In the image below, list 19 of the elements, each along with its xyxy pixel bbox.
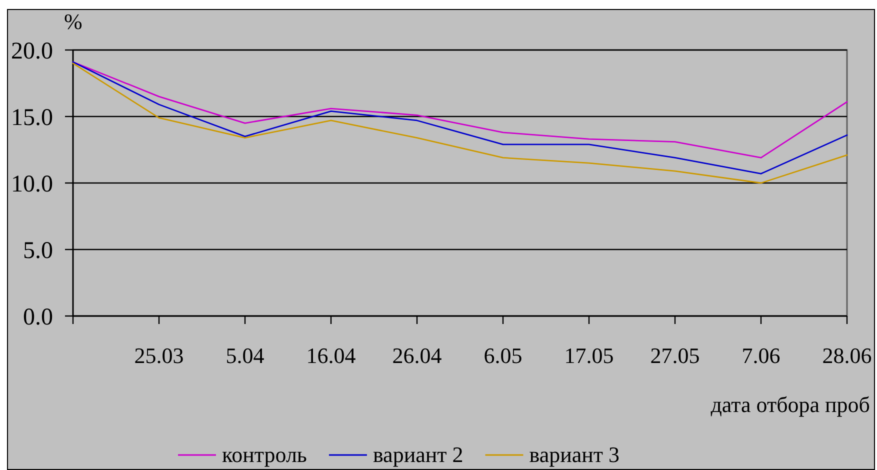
y-tick-label: 20.0 bbox=[11, 38, 53, 64]
x-tick-label: 27.05 bbox=[650, 343, 700, 368]
x-tick-label: 7.06 bbox=[742, 343, 780, 368]
x-tick-label: 25.03 bbox=[134, 343, 184, 368]
x-tick-label: 26.04 bbox=[392, 343, 442, 368]
x-tick-label: 5.04 bbox=[226, 343, 264, 368]
y-axis-title: % bbox=[64, 9, 82, 34]
x-tick-label: 16.04 bbox=[306, 343, 356, 368]
y-tick-label: 15.0 bbox=[11, 104, 53, 131]
x-axis-title: дата отбора проб bbox=[710, 392, 870, 417]
y-tick-label: 5.0 bbox=[23, 238, 53, 264]
y-tick-label: 10.0 bbox=[11, 171, 53, 198]
y-tick-label: 0.0 bbox=[23, 304, 53, 330]
legend-label: вариант 2 bbox=[372, 442, 464, 467]
x-tick-label: 6.05 bbox=[484, 343, 522, 368]
x-tick-label: 17.05 bbox=[564, 343, 614, 368]
x-tick-label: 28.06 bbox=[822, 343, 872, 368]
legend-label: контроль bbox=[222, 442, 307, 467]
legend-label: вариант 3 bbox=[529, 442, 620, 467]
